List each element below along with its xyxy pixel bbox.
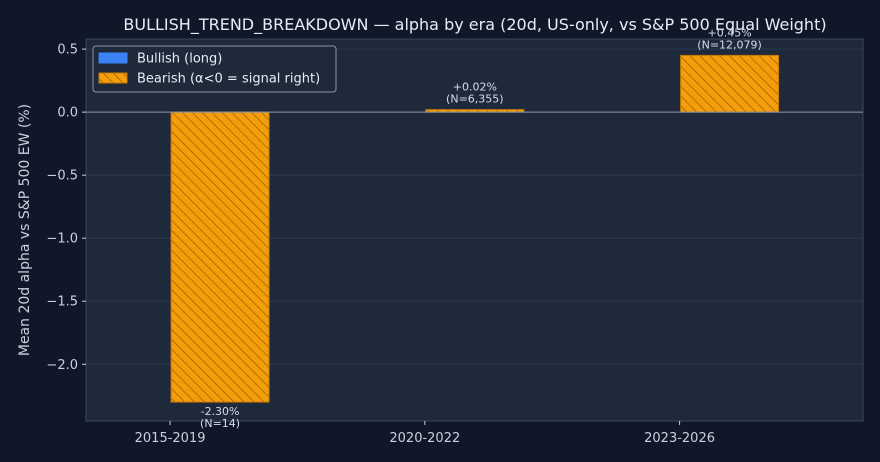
y-axis-ticks: 0.5 0.0 −0.5 −1.0 −1.5 −2.0 [46,43,86,373]
data-label-count: (N=6,355) [446,93,504,106]
data-label-count: (N=14) [200,417,240,430]
y-axis-label: Mean 20d alpha vs S&P 500 EW (%) [17,104,33,356]
x-axis-ticks: 2015-2019 2020-2022 2023-2026 [135,421,715,446]
y-tick-label: −1.0 [46,232,78,247]
bar-bearish [170,111,270,403]
x-tick-label: 2020-2022 [389,431,460,446]
data-label-count: (N=12,079) [697,38,762,51]
legend: Bullish (long) Bearish (α<0 = signal righ… [92,45,337,93]
y-tick-label: 0.5 [57,43,78,58]
data-label-value: -2.30% [201,405,240,418]
legend-entry: Bullish (long) [137,52,222,67]
y-tick-label: −1.5 [46,295,78,310]
bars [170,54,780,403]
y-tick-label: 0.0 [57,106,78,121]
data-label-value: +0.02% [453,81,497,94]
legend-swatch [98,72,128,84]
chart-title: BULLISH_TREND_BREAKDOWN — alpha by era (… [123,15,826,35]
data-labels: -2.30%(N=14) +0.02%(N=6,355) +0.45%(N=12,0… [200,26,762,430]
x-tick-label: 2023-2026 [644,431,715,446]
bar-bearish [680,54,780,113]
legend-box [92,45,337,93]
data-label-value: +0.45% [707,26,751,39]
legend-entry: Bearish (α<0 = signal right) [137,72,320,87]
y-tick-label: −2.0 [46,358,78,373]
legend-swatch [98,52,128,64]
x-tick-label: 2015-2019 [135,431,206,446]
y-tick-label: −0.5 [46,169,78,184]
